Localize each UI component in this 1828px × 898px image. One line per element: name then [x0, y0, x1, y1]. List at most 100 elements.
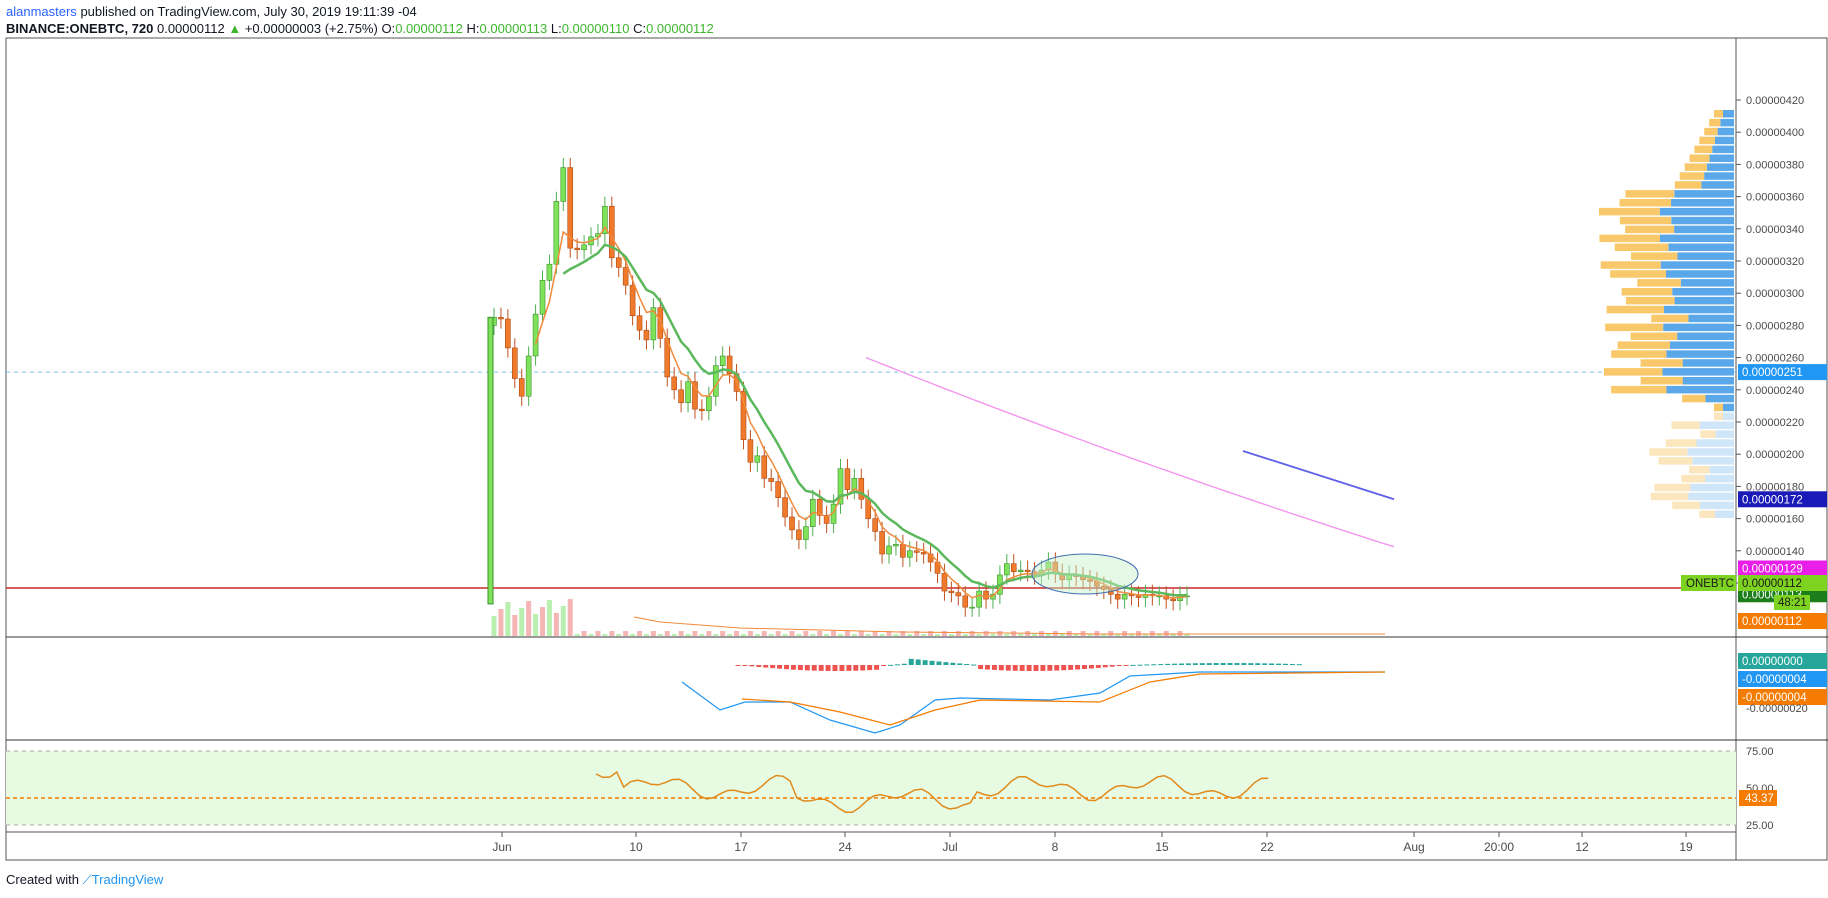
ma-blue-line — [1242, 450, 1395, 501]
time-tick-label: 10 — [629, 840, 643, 854]
open-value: 0.00000112 — [395, 21, 463, 36]
vp-bar-up — [1714, 412, 1723, 421]
macd-bar — [1137, 664, 1143, 666]
macd-bar — [1227, 663, 1233, 665]
macd-bar — [1088, 665, 1094, 669]
volume-bar — [824, 634, 830, 636]
candle-body — [1114, 593, 1121, 600]
macd-bar — [991, 665, 997, 670]
volume-bar — [831, 631, 837, 636]
vp-bar-down — [1688, 314, 1734, 323]
high-value: 0.00000113 — [479, 21, 548, 36]
countdown-bg — [1774, 595, 1810, 610]
vp-bar-up — [1621, 288, 1673, 296]
price-tick-label: 0.00000220 — [1746, 417, 1804, 429]
candle-body — [872, 518, 878, 532]
candle-body — [983, 590, 989, 600]
time-tick-label: Aug — [1403, 840, 1424, 854]
volume-bar — [789, 631, 795, 636]
macd-label-zero-bg — [1738, 653, 1827, 669]
volume-bar — [1129, 634, 1135, 636]
vp-bar-down — [1715, 430, 1734, 438]
candle-body — [1135, 595, 1142, 598]
macd-bar — [1158, 664, 1164, 666]
vp-bar-down — [1672, 288, 1734, 296]
symbol-tag-bg — [1681, 575, 1736, 591]
candle-body — [602, 205, 608, 234]
author-link[interactable]: alanmasters — [6, 4, 77, 19]
volume-bar — [692, 631, 698, 636]
volume-bar — [990, 634, 996, 636]
candle-body — [643, 329, 650, 341]
candle-body — [900, 544, 906, 558]
macd-bar — [763, 665, 769, 668]
volume-bar — [872, 631, 878, 636]
tradingview-brand[interactable]: TradingView — [91, 872, 164, 887]
vp-bar-up — [1617, 341, 1671, 349]
price-tick-label: 0.00000340 — [1746, 224, 1804, 236]
countdown-label: 48:21 — [1778, 597, 1807, 609]
macd-bar — [1185, 663, 1191, 665]
macd-bar — [818, 665, 824, 671]
symbol-tag: ONEBTC — [1686, 578, 1734, 590]
volume-bar — [581, 631, 587, 636]
candle-body — [629, 284, 636, 317]
vp-bar-up — [1654, 483, 1691, 492]
macd-bar — [1192, 663, 1198, 665]
ema-fast-line — [534, 225, 1188, 599]
vp-bar-up — [1658, 457, 1693, 465]
volume-bar — [553, 613, 559, 636]
rsi-line — [595, 770, 1269, 813]
volume-bar — [505, 602, 511, 636]
macd-bar — [1206, 663, 1212, 665]
time-tick-label: 8 — [1052, 840, 1059, 854]
macd-bar — [943, 662, 949, 665]
vp-bar-up — [1649, 448, 1688, 456]
volume-bar — [588, 634, 594, 636]
vp-bar-down — [1666, 385, 1734, 394]
macd-bar — [1123, 665, 1129, 666]
price-label-last-bg — [1738, 575, 1827, 591]
ema-slow-line — [562, 243, 1188, 597]
volume-bar — [637, 631, 643, 636]
volume-bar — [976, 634, 982, 636]
macd-bar — [978, 665, 984, 670]
volume-bar — [643, 634, 649, 636]
candle-body — [650, 307, 657, 341]
vp-bar-down — [1671, 216, 1734, 225]
candle-body — [893, 544, 899, 547]
volume-bar — [602, 634, 608, 636]
volume-bar — [1142, 634, 1148, 636]
vp-bar-down — [1682, 377, 1734, 385]
volume-bar — [935, 634, 941, 636]
volume-bar — [526, 601, 532, 636]
candle-body — [823, 515, 830, 524]
vp-bar-up — [1671, 421, 1700, 429]
macd-bar — [1130, 664, 1136, 666]
candle-body — [498, 317, 504, 320]
macd-bar — [887, 664, 893, 666]
vp-bar-up — [1605, 323, 1664, 332]
macd-bar — [957, 663, 963, 665]
volume-bar — [1087, 634, 1093, 636]
close-value: 0.00000112 — [646, 21, 714, 36]
volume-bar — [546, 600, 552, 636]
publish-text: published on TradingView.com, July 30, 2… — [80, 4, 417, 19]
macd-bar — [1289, 663, 1295, 665]
macd-label-macd: -0.00000004 — [1742, 674, 1807, 686]
macd-bar — [1199, 663, 1205, 665]
macd-bar — [770, 665, 776, 669]
vp-bar-up — [1606, 305, 1664, 314]
vp-bar-down — [1680, 279, 1734, 287]
symbol-title[interactable]: BINANCE:ONEBTC, 720 — [6, 21, 154, 36]
candle-body — [1087, 579, 1093, 582]
macd-bar — [1144, 664, 1150, 666]
low-value: 0.00000110 — [561, 21, 630, 36]
macd-bar — [1296, 664, 1302, 666]
volume-bar — [540, 607, 546, 636]
candle-body — [962, 595, 969, 608]
volume-bar — [865, 634, 871, 636]
candle-body — [816, 498, 823, 516]
rsi-value-bg — [1739, 790, 1777, 806]
